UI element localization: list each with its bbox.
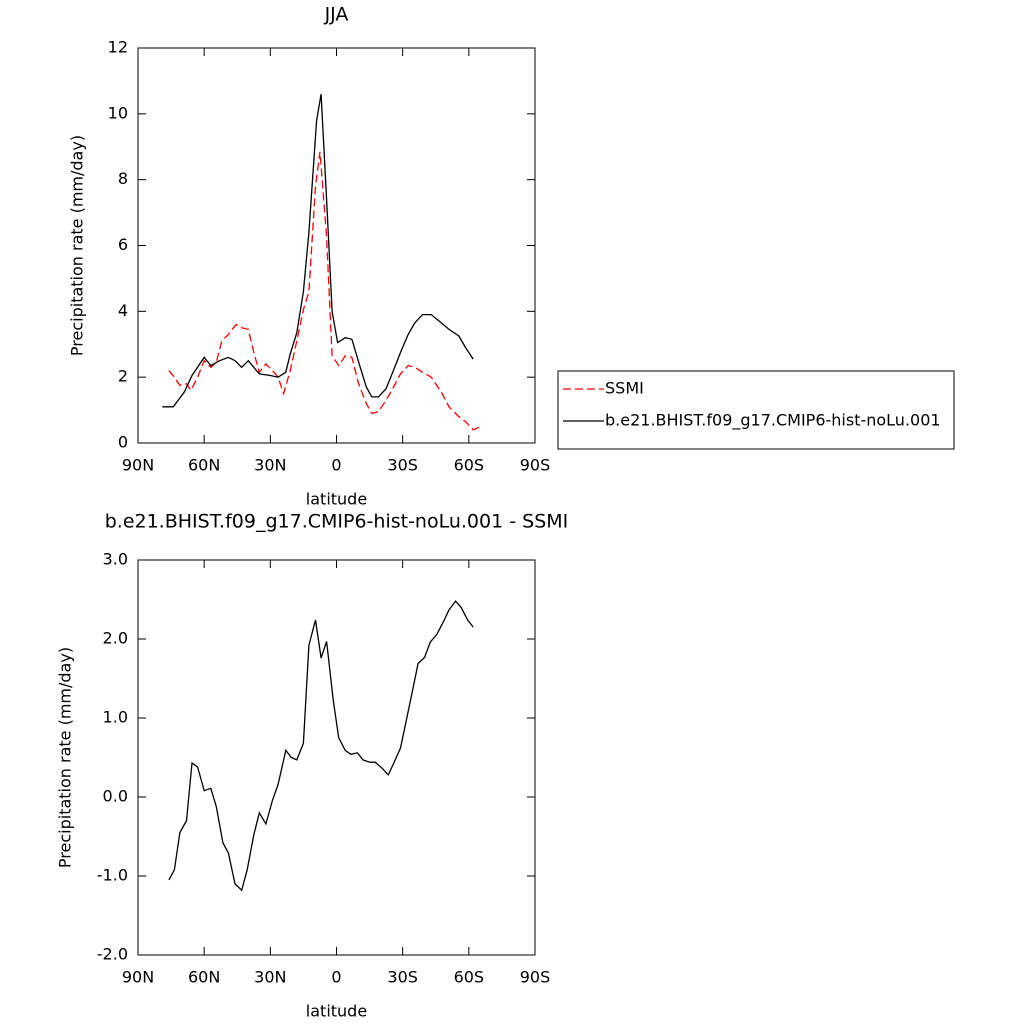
y-tick-label: 10 [108,103,128,122]
x-tick-label: 60S [454,968,485,987]
y-tick-label: 12 [108,38,128,57]
chart-panel: JJA latitude Precipitation rate (mm/day) 90… [68,4,955,509]
y-tick-label: 0 [118,433,128,452]
data-line [162,93,474,408]
x-tick-label: 90N [122,456,154,475]
x-tick-label: 60N [188,968,220,987]
y-tick-label: 8 [118,169,128,188]
x-tick-label: 90S [520,456,551,475]
y-axis-label: Precipitation rate (mm/day) [68,135,87,356]
plot-frame [137,559,536,956]
x-tick-label: 90S [520,968,551,987]
x-tick-label: 60S [454,456,485,475]
x-tick-label: 30S [387,456,418,475]
data-line [168,151,482,431]
x-axis-label: latitude [306,1002,367,1021]
x-tick-label: 0 [331,968,341,987]
x-axis-label: latitude [306,490,367,509]
y-tick-label: 3.0 [103,550,128,569]
x-tick-label: 30N [254,456,286,475]
y-tick-label: 4 [118,301,128,320]
chart-title: b.e21.BHIST.f09_g17.CMIP6-hist-noLu.001 … [105,511,569,533]
data-line [168,600,474,892]
legend: SSMI b.e21.BHIST.f09_g17.CMIP6-hist-noLu.… [557,370,955,450]
x-tick-label: 90N [122,968,154,987]
plot-frame [137,47,536,444]
legend-label: b.e21.BHIST.f09_g17.CMIP6-hist-noLu.001 [605,411,941,431]
legend-label: SSMI [605,379,644,398]
y-tick-label: -2.0 [97,945,128,964]
y-axis-label: Precipitation rate (mm/day) [56,647,75,868]
y-tick-label: -1.0 [97,866,128,885]
x-tick-label: 0 [331,456,341,475]
x-tick-label: 60N [188,456,220,475]
x-tick-label: 30S [387,968,418,987]
legend-box [557,370,955,450]
x-tick-label: 30N [254,968,286,987]
y-tick-label: 0.0 [103,787,128,806]
y-tick-label: 2 [118,367,128,386]
y-tick-label: 2.0 [103,629,128,648]
chart-title: JJA [324,4,349,26]
chart-panel: b.e21.BHIST.f09_g17.CMIP6-hist-noLu.001 … [56,511,569,1021]
y-tick-label: 6 [118,235,128,254]
y-tick-label: 1.0 [103,708,128,727]
